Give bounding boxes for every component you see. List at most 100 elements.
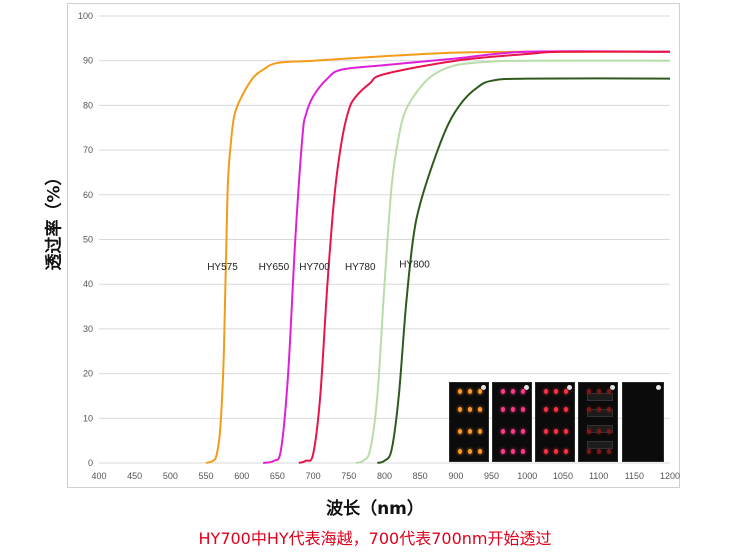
led-dot <box>564 389 568 394</box>
filter-slot <box>587 441 613 449</box>
led-dot <box>458 407 462 412</box>
y-tick-label: 20 <box>83 369 93 379</box>
x-tick-label: 850 <box>413 471 428 481</box>
led-dot <box>587 407 591 412</box>
led-dot <box>478 449 482 454</box>
photo-corner-mark <box>610 385 615 390</box>
led-dot <box>607 449 611 454</box>
led-dot <box>564 407 568 412</box>
x-tick-label: 1100 <box>589 471 608 481</box>
x-tick-label: 900 <box>448 471 463 481</box>
x-tick-label: 1050 <box>553 471 573 481</box>
filter-slot <box>587 393 613 401</box>
caption-text: HY700中HY代表海越，700代表700nm开始透过 <box>198 529 552 548</box>
led-dot <box>554 449 558 454</box>
led-dot <box>564 429 568 434</box>
y-tick-label: 100 <box>78 11 93 21</box>
series-label-hy700: HY700 <box>299 262 330 273</box>
led-dot <box>544 389 548 394</box>
led-dot <box>597 389 601 394</box>
filter-photo-hy650 <box>492 382 532 462</box>
led-dot <box>597 407 601 412</box>
photo-corner-mark <box>656 385 661 390</box>
x-tick-label: 750 <box>341 471 356 481</box>
x-tick-label: 950 <box>484 471 499 481</box>
led-dot <box>478 389 482 394</box>
led-dot <box>597 429 601 434</box>
y-axis-label: 透过率（%） <box>44 168 65 271</box>
photo-corner-mark <box>481 385 486 390</box>
led-dot <box>458 389 462 394</box>
led-dot <box>468 429 472 434</box>
y-tick-label: 30 <box>83 324 93 334</box>
led-dot <box>501 407 505 412</box>
x-tick-label: 550 <box>199 471 214 481</box>
photo-corner-mark <box>524 385 529 390</box>
filter-photo-hy780 <box>578 382 618 462</box>
led-dot <box>511 407 515 412</box>
series-line-hy800 <box>377 77 671 464</box>
led-dot <box>478 407 482 412</box>
transmittance-chart: 0 10 20 30 40 50 60 70 80 90 100 400 450 500 550 600 650… <box>78 11 680 481</box>
led-dot <box>607 407 611 412</box>
led-dot <box>564 449 568 454</box>
led-dot <box>587 389 591 394</box>
led-dot <box>501 449 505 454</box>
led-dot <box>511 429 515 434</box>
filter-photos <box>449 382 665 462</box>
led-dot <box>521 429 525 434</box>
x-tick-label: 400 <box>91 471 106 481</box>
led-dot <box>468 449 472 454</box>
led-dot <box>521 389 525 394</box>
filter-photo-hy700 <box>535 382 575 462</box>
led-dot <box>468 389 472 394</box>
led-dot <box>544 407 548 412</box>
led-dot <box>511 449 515 454</box>
led-dot <box>554 407 558 412</box>
y-tick-label: 70 <box>83 145 93 155</box>
led-dot <box>544 429 548 434</box>
led-dot <box>607 389 611 394</box>
x-tick-label: 1000 <box>517 471 537 481</box>
chart-frame: 0 10 20 30 40 50 60 70 80 90 100 400 450 500 550 600 650… <box>67 3 680 488</box>
y-tick-label: 10 <box>83 413 93 423</box>
y-tick-label: 0 <box>88 458 93 468</box>
led-dot <box>511 389 515 394</box>
x-tick-label: 600 <box>234 471 249 481</box>
series-label-hy780: HY780 <box>345 262 376 273</box>
y-tick-label: 90 <box>83 56 93 66</box>
x-tick-label: 500 <box>163 471 178 481</box>
filter-photo-hy800 <box>622 382 664 462</box>
series-line-hy650 <box>262 50 671 464</box>
y-tick-label: 50 <box>83 235 93 245</box>
x-tick-label: 1150 <box>625 471 644 481</box>
led-dot <box>587 429 591 434</box>
led-dot <box>521 407 525 412</box>
y-tick-label: 40 <box>83 279 93 289</box>
led-dot <box>587 449 591 454</box>
x-tick-label: 1200 <box>660 471 680 481</box>
led-dot <box>544 449 548 454</box>
led-dot <box>554 429 558 434</box>
y-tick-label: 80 <box>83 100 93 110</box>
led-dot <box>458 449 462 454</box>
series-line-hy700 <box>298 50 671 464</box>
x-tick-label: 700 <box>306 471 321 481</box>
led-dot <box>521 449 525 454</box>
x-tick-label: 650 <box>270 471 285 481</box>
led-dot <box>468 407 472 412</box>
x-tick-label: 800 <box>377 471 392 481</box>
x-tick-label: 450 <box>127 471 142 481</box>
led-dot <box>501 429 505 434</box>
led-dot <box>458 429 462 434</box>
led-dot <box>501 389 505 394</box>
led-dot <box>607 429 611 434</box>
series-line-hy780 <box>355 59 671 464</box>
series-label-hy800: HY800 <box>399 260 430 271</box>
x-axis-label: 波长（nm） <box>326 499 424 519</box>
series-line-hy575 <box>205 50 671 464</box>
led-dot <box>478 429 482 434</box>
filter-photo-hy575 <box>449 382 489 462</box>
photo-corner-mark <box>567 385 572 390</box>
y-tick-label: 60 <box>83 190 93 200</box>
